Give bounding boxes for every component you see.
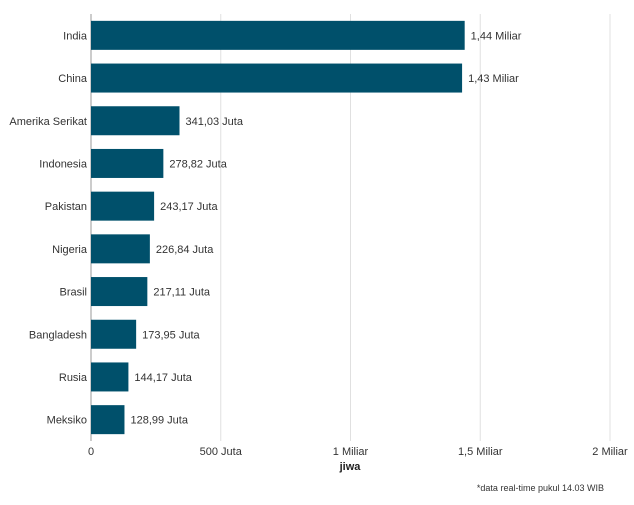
category-label: Indonesia bbox=[39, 158, 88, 170]
category-label: India bbox=[63, 30, 88, 42]
data-label: 1,43 Miliar bbox=[468, 73, 519, 85]
x-tick-label: 2 Miliar bbox=[592, 446, 628, 458]
bar bbox=[91, 362, 129, 392]
category-label: Rusia bbox=[59, 372, 88, 384]
data-label: 226,84 Juta bbox=[156, 244, 214, 256]
x-tick-labels: 0 500 Juta 1 Miliar 1,5 Miliar 2 Miliar bbox=[88, 446, 628, 458]
category-label: Bangladesh bbox=[29, 329, 87, 341]
category-label: Brasil bbox=[59, 287, 87, 299]
bars bbox=[91, 20, 465, 435]
data-label: 217,11 Juta bbox=[153, 287, 211, 299]
bar bbox=[91, 106, 180, 136]
x-tick-label: 1 Miliar bbox=[333, 446, 369, 458]
footnote: *data real-time pukul 14.03 WIB bbox=[476, 483, 604, 493]
x-tick-label: 0 bbox=[88, 446, 94, 458]
bar bbox=[91, 20, 465, 50]
bar bbox=[91, 277, 148, 307]
value-labels: 1,44 Miliar 1,43 Miliar 341,03 Juta 278,82 … bbox=[130, 30, 521, 426]
category-label: Amerika Serikat bbox=[9, 116, 87, 128]
category-label: China bbox=[58, 73, 88, 85]
bar bbox=[91, 234, 150, 264]
bar bbox=[91, 148, 164, 178]
bar bbox=[91, 405, 125, 435]
x-axis-title: jiwa bbox=[339, 461, 362, 473]
data-label: 144,17 Juta bbox=[134, 372, 192, 384]
data-label: 173,95 Juta bbox=[142, 329, 200, 341]
bar bbox=[91, 319, 137, 349]
data-label: 341,03 Juta bbox=[185, 116, 243, 128]
category-labels: India China Amerika Serikat Indonesia Pakist… bbox=[9, 30, 88, 426]
data-label: 278,82 Juta bbox=[169, 158, 227, 170]
data-label: 243,17 Juta bbox=[160, 201, 218, 213]
category-label: Nigeria bbox=[52, 244, 88, 256]
data-label: 1,44 Miliar bbox=[471, 30, 522, 42]
x-tick-label: 1,5 Miliar bbox=[458, 446, 503, 458]
bar bbox=[91, 63, 463, 93]
x-tick-label: 500 Juta bbox=[200, 446, 243, 458]
category-label: Pakistan bbox=[45, 201, 87, 213]
category-label: Meksiko bbox=[47, 415, 87, 427]
bar bbox=[91, 191, 155, 221]
data-label: 128,99 Juta bbox=[130, 415, 188, 427]
